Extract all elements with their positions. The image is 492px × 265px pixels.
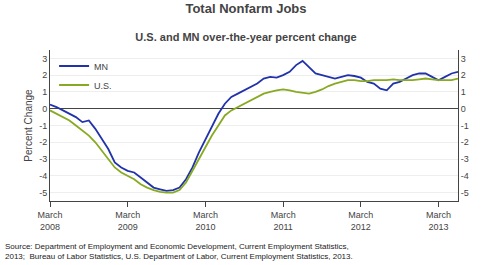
svg-text:March2010: March2010 (193, 210, 218, 232)
svg-text:-5: -5 (461, 188, 469, 198)
svg-text:0: 0 (461, 104, 466, 114)
svg-text:U.S. and MN over-the-year perc: U.S. and MN over-the-year percent change (135, 31, 356, 43)
svg-text:U.S.: U.S. (94, 81, 112, 91)
svg-text:-5: -5 (39, 188, 47, 198)
svg-text:-4: -4 (39, 171, 47, 181)
svg-text:Total Nonfarm Jobs: Total Nonfarm Jobs (185, 1, 306, 16)
svg-text:-3: -3 (461, 154, 469, 164)
svg-text:-4: -4 (461, 171, 469, 181)
svg-text:MN: MN (94, 62, 108, 72)
svg-text:-1: -1 (39, 121, 47, 131)
svg-text:-2: -2 (461, 137, 469, 147)
svg-text:2: 2 (42, 70, 47, 80)
svg-text:2: 2 (461, 70, 466, 80)
svg-text:3: 3 (42, 54, 47, 64)
svg-text:1: 1 (461, 87, 466, 97)
svg-text:1: 1 (42, 87, 47, 97)
svg-text:-2: -2 (39, 137, 47, 147)
svg-text:March2009: March2009 (115, 210, 140, 232)
svg-text:March2011: March2011 (271, 210, 296, 232)
svg-text:0: 0 (42, 104, 47, 114)
svg-text:3: 3 (461, 54, 466, 64)
svg-text:Percent Change: Percent Change (23, 89, 34, 162)
svg-text:-3: -3 (39, 154, 47, 164)
svg-text:Source: Department of Employme: Source: Department of Employment and Eco… (5, 242, 353, 261)
svg-text:March2008: March2008 (37, 210, 62, 232)
svg-text:March2013: March2013 (426, 210, 451, 232)
svg-text:March2012: March2012 (348, 210, 373, 232)
svg-text:-1: -1 (461, 121, 469, 131)
